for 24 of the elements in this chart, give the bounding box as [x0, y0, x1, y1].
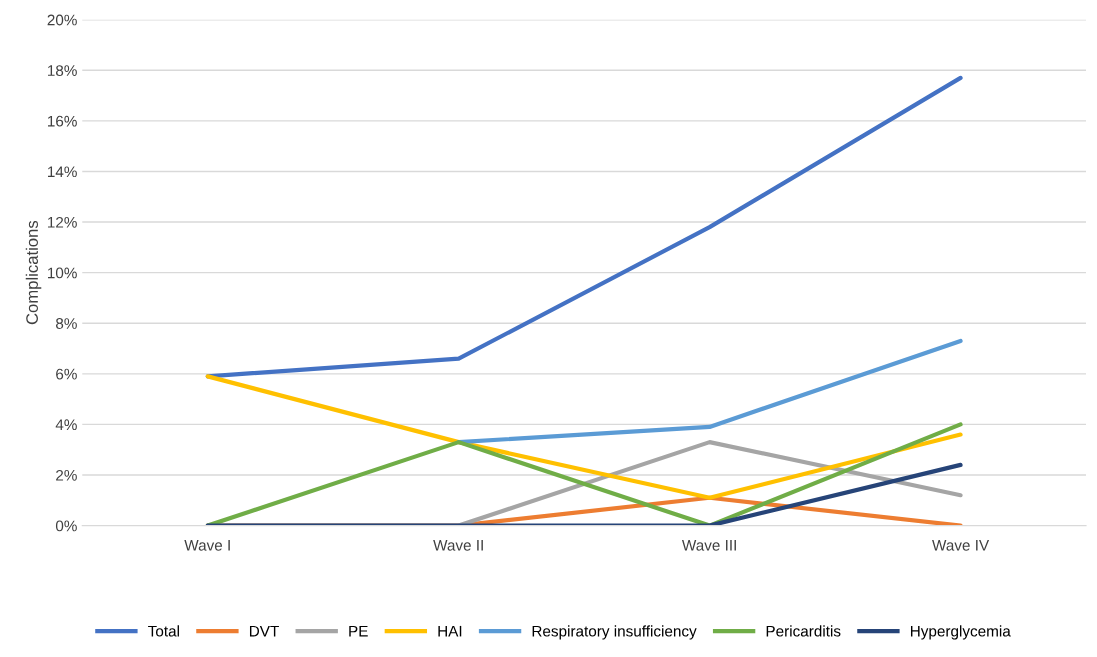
- y-tick-label: 14%: [48, 166, 77, 178]
- y-tick-label: 10%: [48, 267, 77, 279]
- y-tick-label: 16%: [48, 115, 77, 127]
- legend-label: DVT: [249, 625, 279, 637]
- y-axis-title: Complications: [25, 220, 42, 325]
- y-tick-label: 2%: [56, 469, 77, 481]
- line-series: [205, 374, 963, 500]
- legend-label: HAI: [438, 625, 462, 637]
- x-tick-label: Wave I: [184, 540, 230, 551]
- legend-label: Total: [148, 625, 179, 637]
- y-tick-label: 0%: [55, 520, 77, 532]
- legend-label: PE: [349, 625, 368, 637]
- y-tick-label: 6%: [56, 368, 77, 380]
- legend-label: Respiratory insufficiency: [532, 625, 697, 640]
- x-tick-label: Wave II: [433, 540, 483, 551]
- y-tick-label: 8%: [56, 318, 77, 329]
- x-tick-label: Wave III: [681, 540, 736, 551]
- y-tick-label: 4%: [55, 419, 77, 431]
- y-tick-label: 18%: [48, 65, 77, 76]
- x-tick-label: Wave IV: [932, 540, 990, 551]
- legend-label: Pericarditis: [766, 625, 841, 637]
- y-tick-label: 12%: [48, 216, 77, 228]
- y-tick-label: 20%: [47, 14, 77, 26]
- legend-label: Hyperglycemia: [911, 625, 1011, 640]
